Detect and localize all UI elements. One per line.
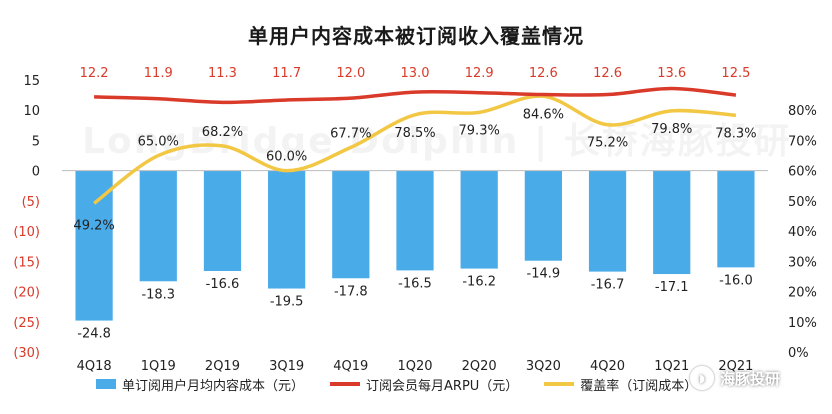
bar-value-label: -16.6	[206, 277, 240, 292]
bar-value-label: -16.0	[719, 273, 753, 288]
x-tick-label: 1Q21	[654, 359, 689, 374]
coverage-value-label: 78.5%	[394, 126, 435, 141]
coverage-value-label: 65.0%	[138, 135, 179, 150]
x-tick-label: 2Q19	[205, 359, 240, 374]
y-right-tick-label: 50%	[788, 195, 817, 210]
bar	[75, 170, 113, 321]
bar-value-label: -24.8	[77, 327, 111, 342]
y-right-tick-label: 30%	[788, 255, 817, 270]
bar-value-label: -18.3	[141, 287, 175, 302]
arpu-value-label: 12.0	[336, 66, 365, 81]
bar-value-label: -14.9	[527, 267, 561, 282]
coverage-value-label: 60.0%	[266, 150, 307, 165]
coverage-value-label: 78.3%	[715, 126, 756, 141]
legend-swatch-cost	[96, 379, 116, 389]
arpu-value-label: 12.2	[80, 66, 109, 81]
legend-swatch-coverage	[544, 382, 575, 386]
x-tick-label: 4Q19	[333, 359, 368, 374]
coverage-value-label: 75.2%	[587, 136, 628, 151]
x-tick-label: 1Q19	[141, 359, 176, 374]
legend: 单订阅用户月均内容成本（元） 订阅会员每月ARPU（元） 覆盖率（订阅成本）	[96, 373, 723, 395]
y-right-tick-label: 10%	[788, 316, 817, 331]
coverage-value-label: 49.2%	[73, 218, 114, 233]
bar-value-label: -16.5	[398, 276, 432, 291]
bar	[524, 170, 562, 261]
y-left-tick-label: (10)	[13, 225, 40, 240]
y-left-tick-label: 0	[32, 165, 40, 180]
bar	[588, 170, 627, 272]
y-right-tick-label: 70%	[788, 134, 817, 149]
y-left-tick-label: 5	[32, 134, 40, 149]
arpu-value-label: 12.6	[529, 66, 558, 81]
bar	[203, 170, 242, 272]
y-left-tick-label: 15	[23, 74, 40, 89]
legend-label-coverage: 覆盖率（订阅成本）	[580, 378, 698, 394]
bar	[396, 170, 434, 271]
coverage-value-label: 84.6%	[523, 107, 564, 122]
y-left-tick-label: (15)	[13, 255, 40, 270]
brand-logo: ◗ 海豚投研	[690, 366, 780, 390]
legend-item-arpu: 订阅会员每月ARPU（元）	[330, 375, 518, 394]
x-tick-label: 1Q20	[397, 359, 432, 374]
watermark: LongBridge Dolphin | 长桥海豚投研	[82, 112, 792, 164]
y-right-tick-label: 60%	[788, 165, 817, 180]
bar-value-label: -17.8	[334, 284, 368, 299]
dolphin-icon: ◗	[690, 366, 714, 390]
arpu-value-label: 12.5	[721, 66, 750, 81]
coverage-value-label: 79.3%	[459, 123, 500, 138]
y-left-tick-label: (30)	[13, 346, 40, 361]
x-tick-label: 3Q19	[269, 359, 304, 374]
y-right-tick-label: 40%	[788, 225, 817, 240]
bar	[460, 170, 498, 269]
bar	[332, 170, 370, 279]
arpu-line	[94, 86, 737, 105]
bar	[139, 170, 177, 282]
arpu-value-label: 13.6	[657, 66, 686, 81]
x-tick-label: 4Q20	[590, 359, 625, 374]
y-right-tick-label: 80%	[788, 104, 817, 119]
legend-label-arpu: 订阅会员每月ARPU（元）	[366, 378, 519, 394]
y-left-tick-label: (5)	[22, 195, 40, 210]
coverage-line	[93, 94, 737, 205]
legend-label-cost: 单订阅用户月均内容成本（元）	[122, 378, 305, 394]
y-left-tick-label: 10	[23, 104, 40, 119]
legend-item-coverage: 覆盖率（订阅成本）	[544, 375, 697, 394]
y-right-tick-label: 0%	[788, 346, 809, 361]
bar	[653, 170, 691, 275]
arpu-value-label: 13.0	[401, 66, 430, 81]
bar-value-label: -19.5	[270, 295, 304, 310]
coverage-value-label: 68.2%	[202, 125, 243, 140]
bar	[268, 170, 306, 289]
brand-label: 海豚投研	[720, 369, 781, 388]
arpu-value-label: 11.7	[272, 66, 301, 81]
arpu-value-label: 11.3	[208, 66, 237, 81]
y-right-tick-label: 20%	[788, 286, 817, 301]
arpu-value-label: 11.9	[144, 66, 173, 81]
y-left-tick-label: (20)	[13, 286, 40, 301]
arpu-value-label: 12.9	[465, 66, 494, 81]
x-tick-label: 2Q21	[718, 359, 753, 374]
legend-swatch-arpu	[330, 382, 361, 386]
legend-item-cost: 单订阅用户月均内容成本（元）	[96, 375, 304, 394]
x-tick-label: 4Q18	[77, 359, 112, 374]
bar	[717, 170, 755, 268]
coverage-value-label: 79.8%	[651, 122, 692, 137]
x-tick-label: 2Q20	[462, 359, 497, 374]
bar-value-label: -17.1	[655, 280, 689, 295]
arpu-value-label: 12.6	[593, 66, 622, 81]
bar-value-label: -16.2	[462, 275, 496, 290]
chart-title: 单用户内容成本被订阅收入覆盖情况	[248, 24, 584, 48]
x-tick-label: 3Q20	[526, 359, 561, 374]
bar-value-label: -16.7	[591, 278, 625, 293]
y-left-tick-label: (25)	[13, 316, 40, 331]
coverage-value-label: 67.7%	[330, 126, 371, 141]
